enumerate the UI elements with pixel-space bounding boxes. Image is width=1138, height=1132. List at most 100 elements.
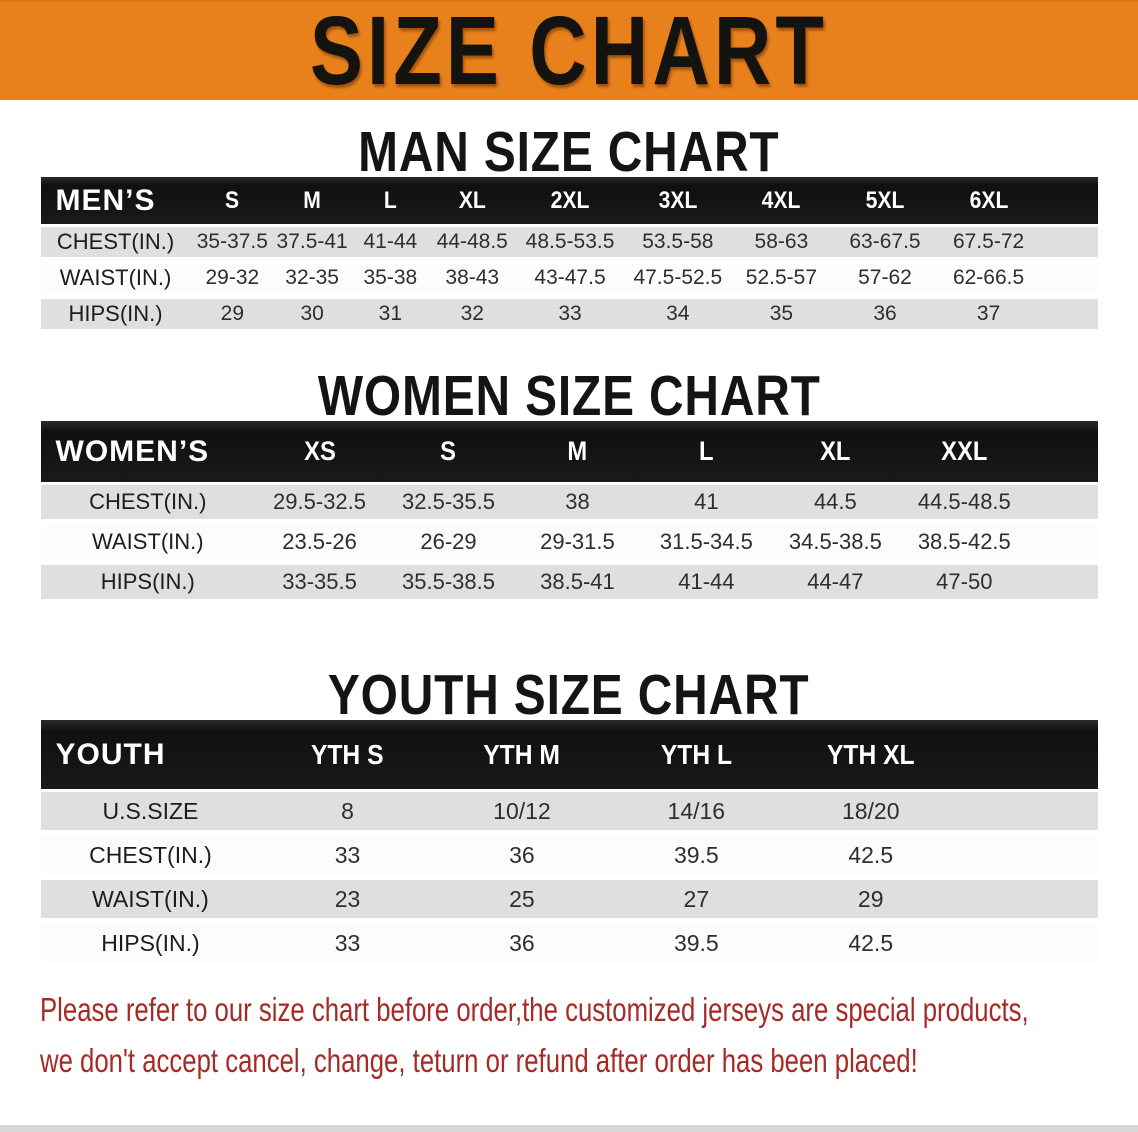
size-column-header: M xyxy=(512,421,642,485)
size-value-cell: 41 xyxy=(641,485,771,525)
size-column-header: S xyxy=(190,177,275,227)
row-filler xyxy=(957,924,1098,968)
size-value-cell: 53.5-58 xyxy=(626,227,730,263)
size-value-cell: 30 xyxy=(274,299,351,335)
size-column-header: YTH XL xyxy=(783,720,958,792)
size-value-cell: 63-67.5 xyxy=(833,227,937,263)
size-column-header: L xyxy=(350,177,431,227)
youth-section: YOUTH SIZE CHART YOUTH YTH S YTH M YTH L… xyxy=(0,663,1138,968)
row-filler xyxy=(1028,525,1098,565)
row-filler xyxy=(957,792,1098,836)
size-value-cell: 34 xyxy=(626,299,730,335)
size-value-cell: 38.5-42.5 xyxy=(899,525,1029,565)
womens-header-row: WOMEN’S XS S M L XL XXL xyxy=(40,421,1098,485)
size-value-cell: 41-44 xyxy=(641,565,771,605)
size-value-cell: 26-29 xyxy=(384,525,513,565)
size-value-cell: 32-35 xyxy=(274,263,351,299)
measurement-row-label: HIPS(IN.) xyxy=(40,565,256,605)
size-value-cell: 29 xyxy=(783,880,958,924)
size-value-cell: 8 xyxy=(260,792,435,836)
size-value-cell: 41-44 xyxy=(350,227,431,263)
mens-header-row: MEN’S S M L XL 2XL 3XL 4XL 5XL 6XL xyxy=(40,177,1098,227)
size-value-cell: 27 xyxy=(609,880,784,924)
size-column-header: 3XL xyxy=(626,177,730,227)
measurement-row-label: WAIST(IN.) xyxy=(40,880,261,924)
size-value-cell: 33 xyxy=(514,299,627,335)
order-disclaimer: Please refer to our size chart before or… xyxy=(40,988,1138,1090)
size-chart-banner: SIZE CHART xyxy=(0,0,1138,105)
size-column-header: XL xyxy=(430,177,515,227)
header-filler xyxy=(1028,421,1098,485)
size-column-header: M xyxy=(274,177,351,227)
size-column-header: 6XL xyxy=(936,177,1041,227)
size-value-cell: 33 xyxy=(260,836,435,880)
measurement-row-label: HIPS(IN.) xyxy=(40,924,261,968)
size-value-cell: 62-66.5 xyxy=(936,263,1041,299)
youth-section-heading: YOUTH SIZE CHART xyxy=(328,663,810,727)
size-column-header: S xyxy=(384,421,513,485)
size-value-cell: 31.5-34.5 xyxy=(641,525,771,565)
mens-table-label: MEN’S xyxy=(40,177,191,227)
size-value-cell: 29-31.5 xyxy=(512,525,642,565)
womens-table-label: WOMEN’S xyxy=(40,421,256,485)
measurement-row-label: WAIST(IN.) xyxy=(40,525,256,565)
size-value-cell: 44-47 xyxy=(770,565,900,605)
size-column-header: 2XL xyxy=(514,177,627,227)
image-bottom-edge xyxy=(0,1125,1138,1132)
size-value-cell: 35-37.5 xyxy=(190,227,275,263)
table-row: U.S.SIZE 8 10/12 14/16 18/20 xyxy=(40,792,1098,836)
disclaimer-line-1: Please refer to our size chart before or… xyxy=(40,991,1029,1028)
table-row: HIPS(IN.) 33 36 39.5 42.5 xyxy=(40,924,1098,968)
banner-title: SIZE CHART xyxy=(309,0,829,105)
size-value-cell: 36 xyxy=(434,924,610,968)
size-value-cell: 25 xyxy=(434,880,610,924)
size-value-cell: 14/16 xyxy=(609,792,784,836)
row-filler xyxy=(1028,485,1098,525)
size-value-cell: 57-62 xyxy=(833,263,937,299)
table-row: WAIST(IN.) 23 25 27 29 xyxy=(40,880,1098,924)
measurement-row-label: U.S.SIZE xyxy=(40,792,261,836)
size-value-cell: 33-35.5 xyxy=(255,565,385,605)
size-value-cell: 32.5-35.5 xyxy=(384,485,513,525)
table-row: WAIST(IN.) 23.5-26 26-29 29-31.5 31.5-34… xyxy=(40,525,1098,565)
table-row: CHEST(IN.) 33 36 39.5 42.5 xyxy=(40,836,1098,880)
women-section-heading: WOMEN SIZE CHART xyxy=(317,364,821,428)
size-value-cell: 31 xyxy=(350,299,431,335)
size-column-header: YTH S xyxy=(260,720,435,792)
size-value-cell: 29.5-32.5 xyxy=(255,485,385,525)
table-row: HIPS(IN.) 29 30 31 32 33 34 35 36 37 xyxy=(40,299,1098,335)
size-value-cell: 42.5 xyxy=(783,836,958,880)
men-section: MAN SIZE CHART MEN’S S M L XL 2XL 3XL 4X… xyxy=(0,124,1138,335)
size-value-cell: 10/12 xyxy=(434,792,610,836)
size-column-header: XXL xyxy=(899,421,1029,485)
measurement-row-label: CHEST(IN.) xyxy=(40,227,191,263)
size-value-cell: 39.5 xyxy=(609,924,784,968)
disclaimer-line-2: we don't accept cancel, change, teturn o… xyxy=(40,1042,918,1079)
size-column-header: YTH M xyxy=(434,720,610,792)
women-section: WOMEN SIZE CHART WOMEN’S XS S M L XL XXL… xyxy=(0,364,1138,605)
size-value-cell: 37.5-41 xyxy=(274,227,351,263)
row-filler xyxy=(1040,227,1098,263)
size-value-cell: 29-32 xyxy=(190,263,275,299)
youth-size-table: YOUTH YTH S YTH M YTH L YTH XL U.S.SIZE … xyxy=(40,720,1098,968)
size-value-cell: 23 xyxy=(260,880,435,924)
size-value-cell: 44.5-48.5 xyxy=(899,485,1029,525)
row-filler xyxy=(957,836,1098,880)
size-value-cell: 47.5-52.5 xyxy=(626,263,730,299)
size-value-cell: 35.5-38.5 xyxy=(384,565,513,605)
size-value-cell: 38.5-41 xyxy=(512,565,642,605)
size-column-header: XS xyxy=(255,421,385,485)
size-column-header: 4XL xyxy=(729,177,834,227)
row-filler xyxy=(1040,299,1098,335)
size-column-header: XL xyxy=(770,421,900,485)
size-value-cell: 43-47.5 xyxy=(514,263,627,299)
table-row: CHEST(IN.) 29.5-32.5 32.5-35.5 38 41 44.… xyxy=(40,485,1098,525)
size-value-cell: 36 xyxy=(434,836,610,880)
size-column-header: YTH L xyxy=(609,720,784,792)
size-value-cell: 44-48.5 xyxy=(430,227,515,263)
size-value-cell: 18/20 xyxy=(783,792,958,836)
header-filler xyxy=(1040,177,1098,227)
size-value-cell: 58-63 xyxy=(729,227,834,263)
measurement-row-label: WAIST(IN.) xyxy=(40,263,191,299)
size-value-cell: 29 xyxy=(190,299,275,335)
